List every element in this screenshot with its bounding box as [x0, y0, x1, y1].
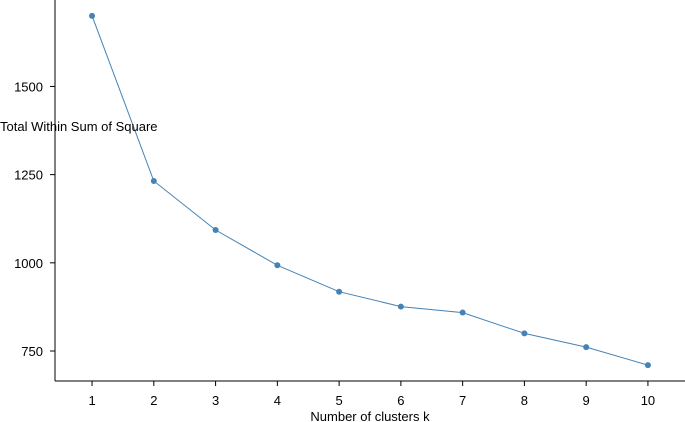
data-point [583, 344, 590, 351]
y-tick-label: 750 [21, 344, 43, 359]
y-tick-label: 1250 [14, 168, 43, 183]
x-tick-label: 5 [336, 393, 343, 408]
data-point [397, 303, 404, 310]
x-tick-label: 2 [150, 393, 157, 408]
data-point [150, 177, 157, 184]
y-axis-title: Total Within Sum of Square [0, 119, 158, 134]
x-tick-label: 7 [459, 393, 466, 408]
x-axis-title: Number of clusters k [310, 409, 430, 422]
x-tick-label: 3 [212, 393, 219, 408]
x-tick-label: 9 [583, 393, 590, 408]
axes [54, 0, 685, 382]
x-tick-label: 4 [274, 393, 281, 408]
x-tick-label: 1 [88, 393, 95, 408]
data-point [212, 227, 219, 234]
series [89, 12, 651, 369]
x-tick-label: 8 [521, 393, 528, 408]
y-tick-label: 1500 [14, 79, 43, 94]
y-tick-label: 1000 [14, 256, 43, 271]
data-point [274, 262, 281, 269]
x-tick-label: 6 [397, 393, 404, 408]
series-line [91, 15, 649, 366]
data-point [336, 288, 343, 295]
y-ticks: 750 1000 1250 1500 [14, 79, 55, 359]
data-point [521, 330, 528, 337]
data-point [644, 362, 651, 369]
x-ticks: 1 2 3 4 5 6 7 8 9 10 [88, 381, 655, 408]
x-tick-label: 10 [641, 393, 655, 408]
data-point [459, 309, 466, 316]
data-point [89, 12, 96, 19]
